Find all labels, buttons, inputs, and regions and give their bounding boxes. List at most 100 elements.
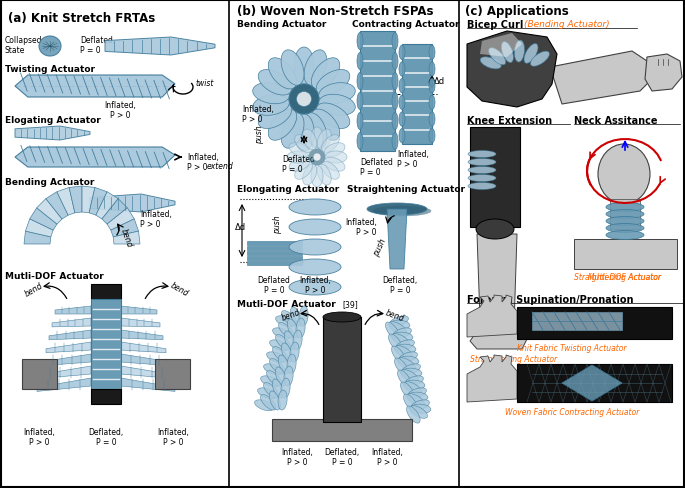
Polygon shape [57,188,75,216]
Bar [517,364,672,402]
Ellipse shape [269,359,285,374]
Ellipse shape [357,133,363,150]
Polygon shape [113,232,140,244]
Ellipse shape [406,406,420,423]
Ellipse shape [357,113,363,130]
Ellipse shape [289,200,341,216]
Polygon shape [121,330,163,340]
Text: Inflated,
P > 0: Inflated, P > 0 [187,153,219,172]
Text: bend: bend [23,281,45,298]
Ellipse shape [407,394,425,407]
Ellipse shape [303,165,316,185]
Ellipse shape [429,129,435,143]
Polygon shape [43,354,91,366]
Bar [247,242,302,245]
Polygon shape [40,366,91,379]
Ellipse shape [388,334,402,351]
Ellipse shape [278,355,289,374]
Ellipse shape [253,95,289,116]
Text: Bending Actuator: Bending Actuator [5,178,95,186]
Ellipse shape [392,346,405,364]
Ellipse shape [269,110,297,141]
Polygon shape [90,195,175,213]
Ellipse shape [392,33,398,50]
Text: Inflated,
P > 0: Inflated, P > 0 [281,447,313,467]
Ellipse shape [488,49,506,66]
Ellipse shape [392,73,398,90]
Ellipse shape [388,322,406,335]
Ellipse shape [367,203,427,216]
Bar [22,359,57,389]
Polygon shape [121,318,160,327]
Polygon shape [15,127,90,141]
Ellipse shape [606,224,644,233]
Ellipse shape [401,382,414,399]
Polygon shape [15,76,175,98]
Ellipse shape [325,152,347,163]
Ellipse shape [392,113,398,130]
Ellipse shape [296,318,305,338]
Bar [247,262,302,265]
Text: Inflated,
P > 0: Inflated, P > 0 [242,105,274,124]
Ellipse shape [324,143,345,158]
Polygon shape [467,355,517,402]
Ellipse shape [514,41,525,63]
Text: Elogating Actuator: Elogating Actuator [5,116,101,125]
Polygon shape [387,209,407,269]
Ellipse shape [275,335,291,350]
Ellipse shape [390,321,410,329]
Text: Straightening Actuator: Straightening Actuator [470,354,557,363]
Ellipse shape [281,378,290,398]
Text: Elongating Actuator: Elongating Actuator [237,184,339,194]
Ellipse shape [373,206,431,217]
Ellipse shape [392,93,398,110]
Ellipse shape [293,330,302,350]
Ellipse shape [357,93,363,110]
Ellipse shape [606,231,644,240]
Ellipse shape [392,334,410,346]
Bar [272,419,412,441]
Ellipse shape [476,220,514,240]
Ellipse shape [289,85,319,115]
Polygon shape [550,52,654,105]
Ellipse shape [399,113,405,127]
Ellipse shape [295,162,312,180]
Ellipse shape [319,95,356,116]
Text: push: push [372,237,388,258]
Ellipse shape [275,367,286,386]
Polygon shape [467,295,517,337]
Text: extend: extend [207,162,234,171]
Text: Inflated,
P > 0: Inflated, P > 0 [140,209,172,229]
Polygon shape [49,330,91,340]
Text: Deflated
P = 0: Deflated P = 0 [360,158,393,177]
Ellipse shape [289,158,310,172]
Ellipse shape [284,331,295,350]
Ellipse shape [401,370,419,383]
Polygon shape [46,192,68,220]
Ellipse shape [468,167,496,174]
Text: Deflated,
P = 0: Deflated, P = 0 [382,275,418,295]
Ellipse shape [294,48,314,85]
Ellipse shape [468,175,496,182]
Ellipse shape [266,352,286,363]
Text: push: push [256,125,264,144]
Ellipse shape [311,165,323,187]
Ellipse shape [260,395,276,410]
Text: Deflated,
P = 0: Deflated, P = 0 [88,427,123,447]
Bar [91,299,121,389]
Ellipse shape [260,376,279,387]
Text: Inflated,
P > 0: Inflated, P > 0 [299,275,331,295]
Bar [91,389,121,404]
Polygon shape [55,306,91,314]
Ellipse shape [290,343,299,362]
Polygon shape [96,192,118,220]
Bar [532,312,622,330]
Text: Straightening Actuator: Straightening Actuator [347,184,465,194]
Polygon shape [89,188,107,216]
Ellipse shape [294,115,314,152]
Ellipse shape [295,135,312,153]
Ellipse shape [289,143,310,158]
Ellipse shape [281,51,304,86]
Ellipse shape [393,332,413,342]
Ellipse shape [429,46,435,61]
